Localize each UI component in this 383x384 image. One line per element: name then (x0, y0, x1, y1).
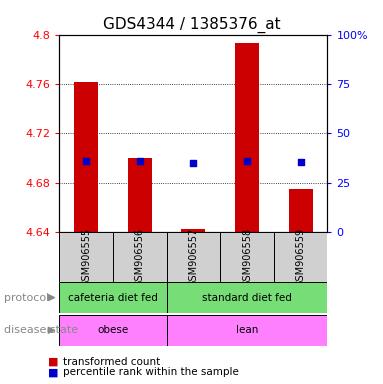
Text: obese: obese (97, 325, 129, 335)
Bar (289, 189, 313, 232)
Bar (59, 315, 167, 346)
Bar (167, 282, 327, 313)
Bar (59, 232, 113, 282)
Bar (235, 43, 259, 232)
Bar (113, 232, 167, 282)
Text: protocol: protocol (4, 293, 49, 303)
Text: GDS4344 / 1385376_at: GDS4344 / 1385376_at (103, 17, 280, 33)
Bar (74, 81, 98, 232)
Bar (220, 232, 274, 282)
Text: cafeteria diet fed: cafeteria diet fed (68, 293, 158, 303)
Text: standard diet fed: standard diet fed (202, 293, 292, 303)
Text: disease state: disease state (4, 325, 78, 335)
Text: GSM906559: GSM906559 (296, 228, 306, 287)
Point (244, 157, 250, 164)
Text: GSM906555: GSM906555 (81, 228, 91, 287)
Text: ■: ■ (48, 367, 58, 377)
Point (190, 160, 196, 166)
Bar (274, 232, 327, 282)
Text: lean: lean (236, 325, 258, 335)
Text: percentile rank within the sample: percentile rank within the sample (63, 367, 239, 377)
Point (137, 157, 143, 164)
Text: GSM906556: GSM906556 (135, 228, 145, 287)
Point (298, 159, 304, 165)
Bar (182, 228, 205, 232)
Text: transformed count: transformed count (63, 357, 160, 367)
Bar (167, 232, 220, 282)
Bar (128, 158, 152, 232)
Point (83, 157, 89, 164)
Text: GSM906557: GSM906557 (188, 228, 198, 287)
Text: GSM906558: GSM906558 (242, 228, 252, 287)
Text: ■: ■ (48, 357, 58, 367)
Bar (167, 315, 327, 346)
Bar (59, 282, 167, 313)
